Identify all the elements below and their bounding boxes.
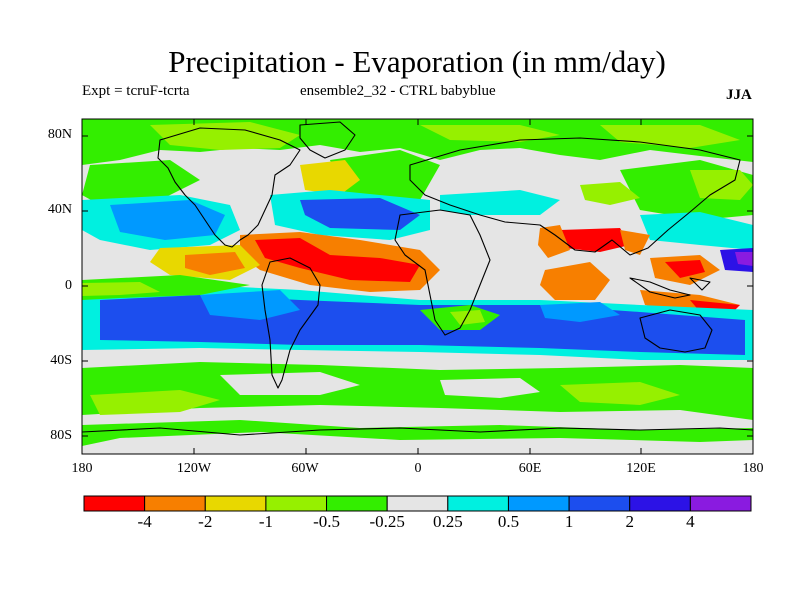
sh-midlat-grey — [220, 372, 540, 398]
africa-outline — [394, 209, 491, 336]
eurasia-cyan — [440, 190, 560, 215]
lon-label-180e: 180 — [742, 461, 764, 476]
indian-orange — [540, 262, 610, 300]
colorbar-swatch — [568, 495, 631, 512]
chart-title: Precipitation - Evaporation (in mm/day) — [168, 44, 666, 79]
arctic-lightgreen — [150, 122, 740, 150]
sh-pacific-lightblue — [200, 290, 300, 320]
colorbar-swatch — [144, 495, 206, 512]
axis-ticks — [82, 119, 753, 454]
lon-label-0: 0 — [414, 461, 422, 476]
colorbar-swatch — [204, 495, 267, 512]
australia-outline — [639, 309, 713, 353]
lon-label-120w: 120W — [176, 461, 212, 476]
ensemble-label: ensemble2_32 - CTRL babyblue — [300, 83, 496, 99]
colorbar-swatch — [265, 495, 328, 512]
colorbar-label: 0.25 — [432, 512, 463, 531]
east-asia-cyan — [640, 212, 753, 250]
colorbar-swatch — [689, 495, 752, 512]
india-orange — [538, 225, 650, 258]
colorbar-label: 1 — [564, 512, 574, 531]
greenland-outline — [299, 121, 356, 159]
north-america-outline — [157, 127, 301, 248]
colorbar-label: 2 — [625, 512, 634, 531]
antarctica-outline — [82, 427, 753, 436]
lon-label-180w: 180 — [71, 461, 93, 476]
lat-label-40s: 40S — [50, 353, 72, 368]
colorbar-label: -0.25 — [369, 512, 405, 531]
colorbar-swatch — [447, 495, 509, 512]
indonesia-outline — [629, 277, 711, 299]
lat-label-eq: 0 — [65, 278, 72, 293]
lat-label-40n: 40N — [47, 202, 72, 217]
colorbar-swatch — [507, 495, 570, 512]
colorbar-swatch — [386, 495, 449, 512]
south-america-outline — [261, 257, 321, 389]
tropical-atlantic-red — [255, 238, 420, 282]
ep-orange — [185, 252, 245, 275]
colorbar-label: -4 — [137, 512, 152, 531]
lon-label-120e: 120E — [626, 461, 656, 476]
sh-midlat-lightgreen — [90, 382, 680, 415]
colorbar-label: -0.5 — [313, 512, 340, 531]
colorbar-label: 4 — [686, 512, 695, 531]
india-red — [560, 228, 630, 252]
nh-atlantic-blue — [300, 198, 420, 230]
pme-map — [82, 119, 753, 454]
lon-label-60e: 60E — [518, 461, 542, 476]
se-pacific-lightgreen — [82, 282, 160, 296]
season-label: JJA — [726, 87, 752, 103]
nh-mid-green — [580, 170, 753, 205]
sh-green-patch — [450, 310, 485, 325]
nh-pacific-lightblue — [110, 200, 225, 240]
lat-label-80s: 80S — [50, 428, 72, 443]
colorbar — [83, 495, 752, 512]
coastlines — [82, 121, 753, 436]
colorbar-swatch — [629, 495, 691, 512]
lon-label-60w: 60W — [291, 461, 319, 476]
nh-green-patches — [82, 150, 753, 220]
colorbar-swatch — [83, 495, 146, 512]
colorbar-swatch — [326, 495, 388, 512]
colorbar-label: -2 — [198, 512, 213, 531]
colorbar-label: -1 — [258, 512, 273, 531]
wp-purple — [735, 252, 753, 266]
antarctic-grey — [82, 432, 753, 454]
colorbar-label: 0.5 — [497, 512, 520, 531]
sh-indian-lightblue — [540, 302, 620, 322]
eurasia-outline — [409, 137, 741, 256]
north-atlantic-yellow — [300, 160, 360, 195]
wp-red — [665, 260, 705, 278]
lat-label-80n: 80N — [47, 127, 72, 142]
experiment-label: Expt = tcruF-tcrta — [82, 83, 190, 99]
